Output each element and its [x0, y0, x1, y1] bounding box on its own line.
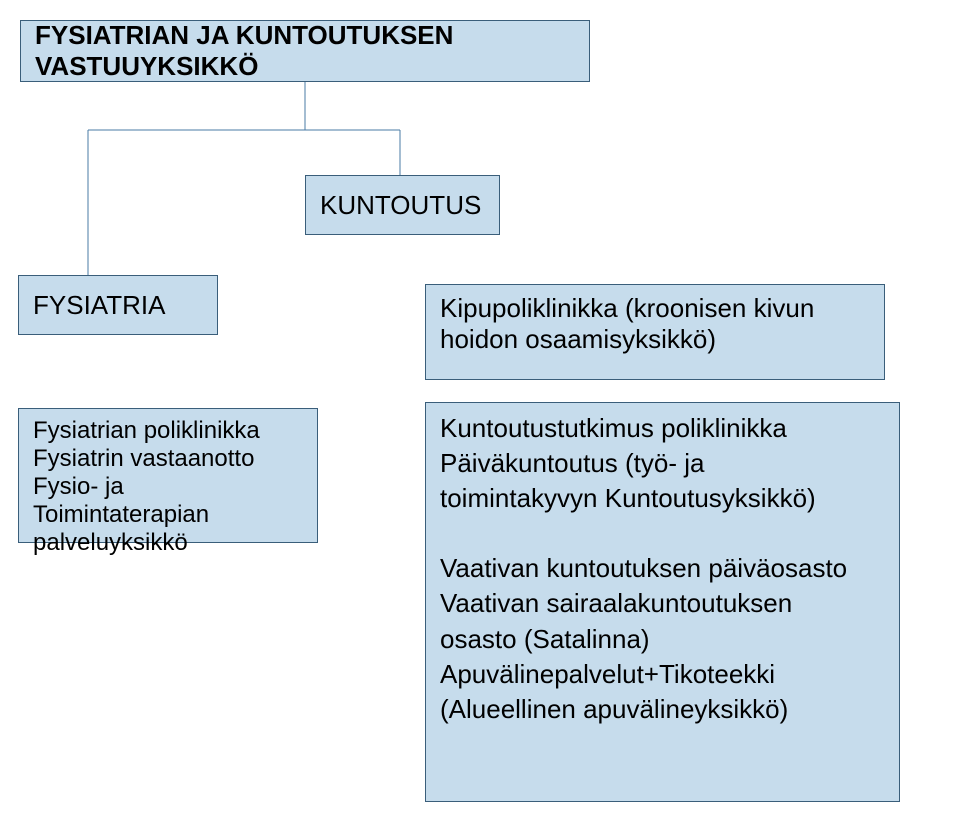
kipu-text: Kipupoliklinikka (kroonisen kivun hoidon… — [440, 293, 814, 355]
fysiatrian-poli-node: Fysiatrian poliklinikka Fysiatrin vastaa… — [18, 408, 318, 543]
title-node: FYSIATRIAN JA KUNTOUTUKSEN VASTUUYKSIKKÖ — [20, 20, 590, 82]
fysiatrian-poli-text: Fysiatrian poliklinikka Fysiatrin vastaa… — [33, 417, 303, 557]
fysiatria-text: FYSIATRIA — [33, 290, 165, 321]
title-text: FYSIATRIAN JA KUNTOUTUKSEN VASTUUYKSIKKÖ — [35, 20, 575, 82]
kuntoutus-node: KUNTOUTUS — [305, 175, 500, 235]
kuntoutustutkimus-text: Kuntoutustutkimus poliklinikka Päiväkunt… — [440, 411, 847, 727]
kuntoutus-text: KUNTOUTUS — [320, 190, 481, 221]
fysiatria-node: FYSIATRIA — [18, 275, 218, 335]
kipu-node: Kipupoliklinikka (kroonisen kivun hoidon… — [425, 284, 885, 380]
kuntoutustutkimus-node: Kuntoutustutkimus poliklinikka Päiväkunt… — [425, 402, 900, 802]
